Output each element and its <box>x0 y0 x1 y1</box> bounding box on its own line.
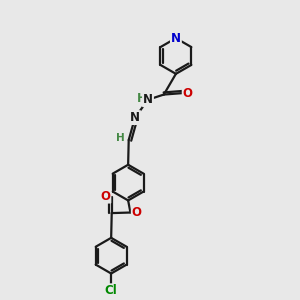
Text: N: N <box>171 32 181 45</box>
Text: N: N <box>130 111 140 124</box>
Text: O: O <box>183 87 193 100</box>
Text: H: H <box>116 133 124 143</box>
Text: Cl: Cl <box>105 284 118 297</box>
Text: N: N <box>143 93 153 106</box>
Text: H: H <box>137 92 147 105</box>
Text: O: O <box>100 190 110 202</box>
Text: O: O <box>132 206 142 219</box>
